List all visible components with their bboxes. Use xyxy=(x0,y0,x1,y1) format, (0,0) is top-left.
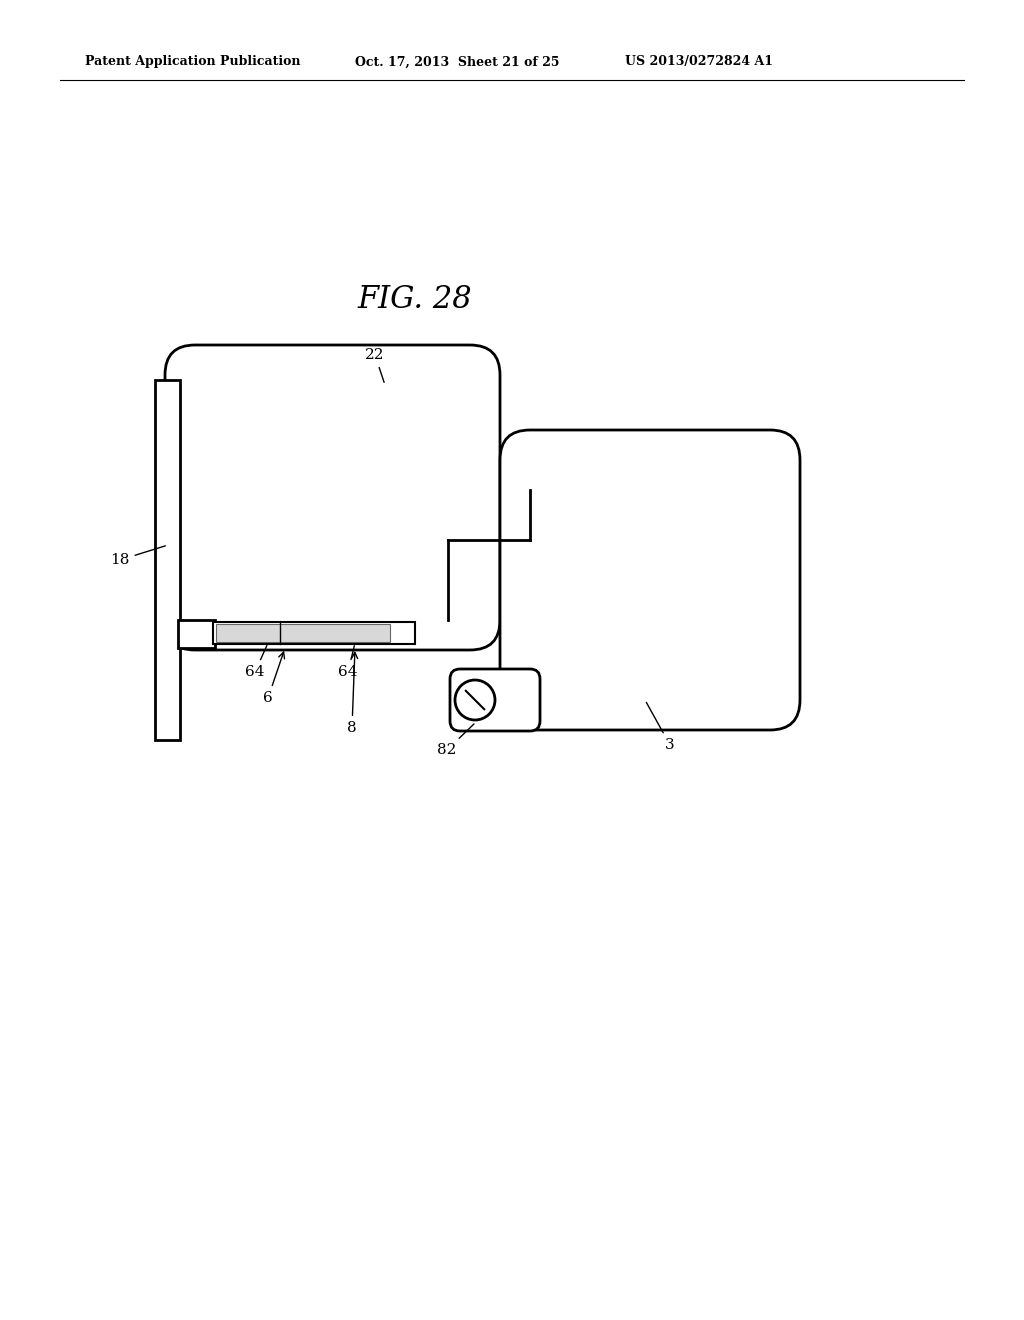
Text: 3: 3 xyxy=(646,702,675,752)
Text: US 2013/0272824 A1: US 2013/0272824 A1 xyxy=(625,55,773,69)
Text: Patent Application Publication: Patent Application Publication xyxy=(85,55,300,69)
Bar xyxy=(213,622,415,644)
Bar xyxy=(178,620,215,648)
Circle shape xyxy=(455,680,495,719)
FancyBboxPatch shape xyxy=(450,669,540,731)
Text: 64: 64 xyxy=(246,645,267,678)
Text: Oct. 17, 2013  Sheet 21 of 25: Oct. 17, 2013 Sheet 21 of 25 xyxy=(355,55,559,69)
Text: 8: 8 xyxy=(347,652,357,735)
FancyBboxPatch shape xyxy=(165,345,500,649)
Bar xyxy=(216,624,390,642)
Text: FIG. 28: FIG. 28 xyxy=(357,285,472,315)
FancyBboxPatch shape xyxy=(500,430,800,730)
Text: 64: 64 xyxy=(338,645,357,678)
Text: 22: 22 xyxy=(366,348,385,383)
Text: 82: 82 xyxy=(437,723,474,756)
Bar xyxy=(155,380,180,741)
Text: 6: 6 xyxy=(263,652,285,705)
Text: 18: 18 xyxy=(111,546,165,568)
